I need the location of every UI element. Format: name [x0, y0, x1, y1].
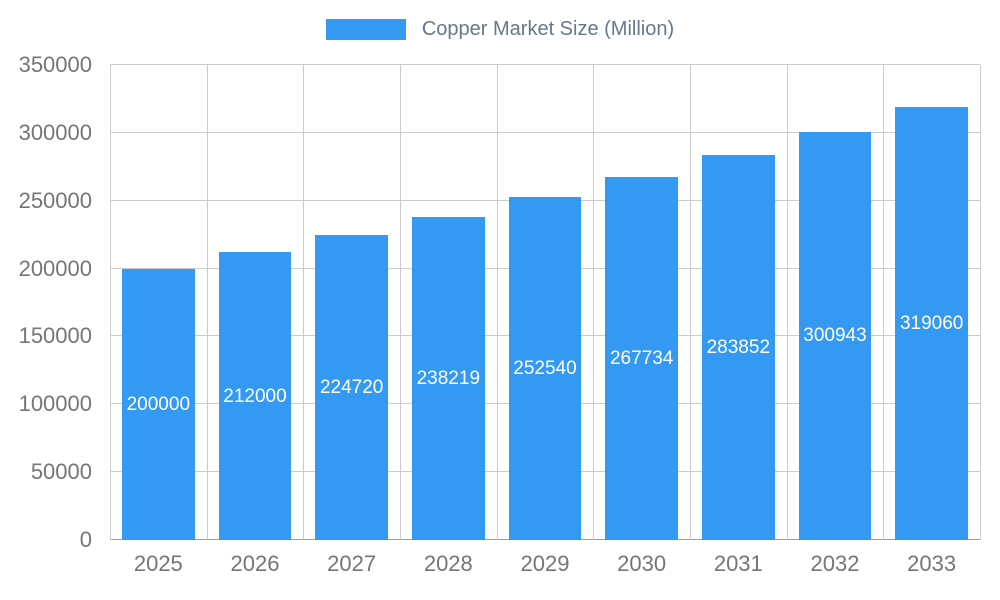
bar-value-label: 283852 — [706, 336, 771, 358]
bar-value-label: 319060 — [899, 313, 964, 334]
bar-2033: 319060 — [895, 107, 968, 540]
y-tick-label: 150000 — [18, 323, 92, 349]
gridline-vertical — [786, 65, 788, 540]
x-tick-label: 2032 — [810, 551, 860, 576]
y-tick-label: 0 — [79, 527, 92, 552]
bar-value-label: 300943 — [803, 325, 867, 347]
y-tick-label: 300000 — [18, 119, 92, 145]
y-tick-label: 250000 — [18, 187, 92, 213]
gridline-vertical — [689, 65, 691, 540]
y-tick-label: 50000 — [30, 459, 92, 485]
bar-2031: 283852 — [702, 154, 775, 540]
x-tick-label: 2033 — [907, 551, 957, 576]
gridline-vertical — [883, 65, 885, 540]
y-tick-label: 200000 — [18, 255, 92, 281]
x-tick-label: 2031 — [713, 551, 763, 576]
bar-value-label: 267734 — [609, 347, 674, 369]
bar-value-label: 200000 — [126, 393, 191, 415]
bar-value-label: 224720 — [319, 377, 384, 399]
legend-swatch — [325, 19, 406, 40]
bar-2029: 252540 — [508, 197, 582, 540]
bar-2032: 300943 — [798, 131, 872, 540]
gridline-vertical — [496, 65, 498, 540]
gridline-vertical — [110, 65, 111, 540]
x-tick-label: 2026 — [230, 551, 280, 576]
bar-value-label: 238219 — [416, 367, 481, 389]
x-tick-label: 2030 — [617, 551, 667, 576]
legend: Copper Market Size (Million) — [0, 18, 1000, 41]
gridline-vertical — [399, 65, 401, 540]
legend-label: Copper Market Size (Million) — [421, 18, 675, 40]
bar-2028: 238219 — [412, 216, 485, 540]
bar-2025: 200000 — [122, 268, 195, 540]
y-axis: 0 50000 100000 150000 200000 250000 300000 3500… — [0, 54, 100, 551]
y-tick-label: 350000 — [18, 52, 92, 77]
bar-2026: 212000 — [218, 252, 292, 540]
y-tick-label: 100000 — [18, 391, 92, 417]
gridline-vertical — [206, 65, 208, 540]
x-tick-label: 2027 — [327, 551, 377, 576]
gridline-vertical — [303, 65, 305, 540]
gridline-vertical — [980, 65, 981, 540]
gridline-vertical — [593, 65, 595, 540]
bar-value-label: 212000 — [223, 385, 287, 407]
bar-2027: 224720 — [315, 235, 388, 540]
gridline-horizontal — [110, 64, 980, 65]
plot-area: 200000 212000 224720 238219 252540 267734 2838… — [110, 64, 981, 540]
bar-value-label: 252540 — [513, 358, 577, 380]
gridline-horizontal — [110, 131, 980, 133]
x-tick-label: 2029 — [520, 551, 570, 576]
x-tick-label: 2025 — [133, 551, 183, 576]
bar-2030: 267734 — [605, 176, 678, 540]
x-axis: 2025 2026 2027 2028 2029 2030 2031 2032 2033 — [110, 545, 980, 585]
x-tick-label: 2028 — [423, 551, 473, 576]
